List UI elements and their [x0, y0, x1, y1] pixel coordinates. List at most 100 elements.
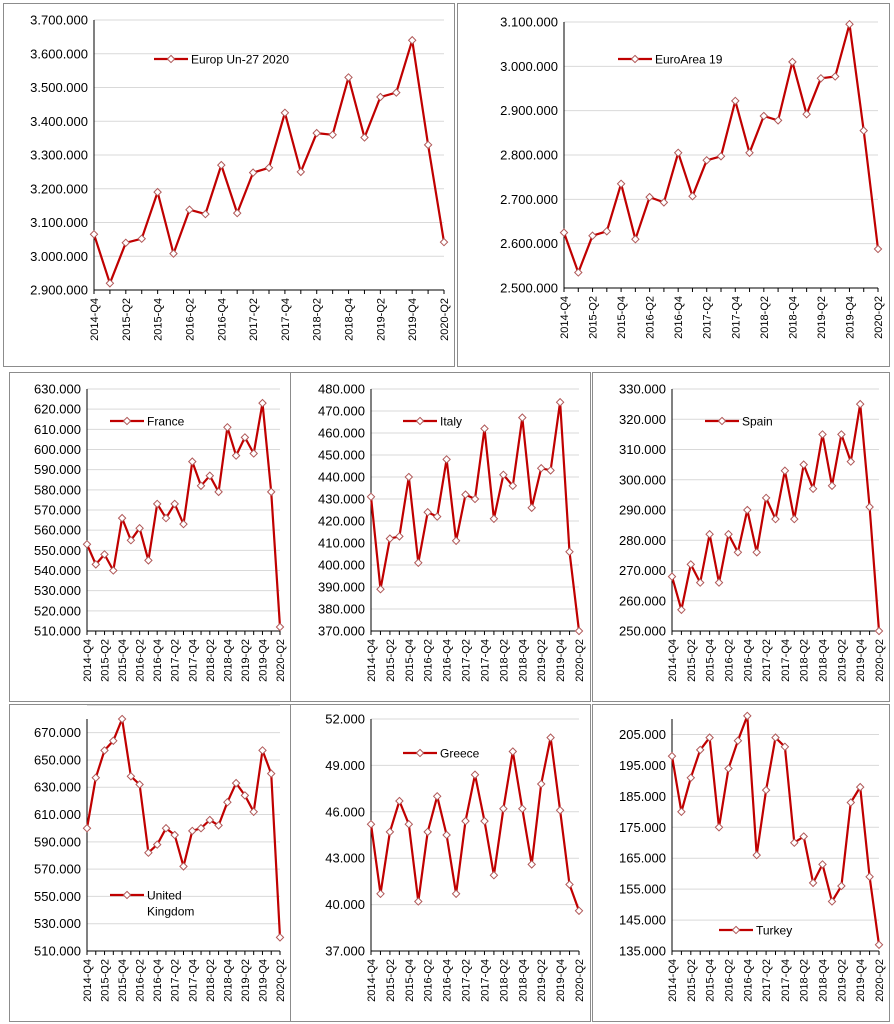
data-point [161, 823, 171, 833]
data-point [275, 933, 285, 942]
y-tick-label: 3.000.000 [500, 59, 558, 74]
x-tick-label: 2019-Q4 [855, 639, 867, 682]
data-point [187, 826, 197, 836]
data-point [432, 791, 442, 801]
data-point [573, 268, 583, 277]
data-point [266, 487, 276, 497]
x-tick-label: 2016-Q4 [152, 639, 164, 682]
y-tick-label: 530.000 [34, 583, 81, 598]
x-tick-label: 2015-Q2 [100, 639, 112, 682]
x-tick-label: 2018-Q2 [498, 959, 510, 1002]
x-tick-label: 2019-Q4 [855, 959, 867, 1002]
data-point [328, 130, 337, 139]
x-tick-label: 2016-Q2 [423, 639, 435, 682]
x-tick-label: 2020-Q2 [275, 959, 287, 1002]
y-tick-label: 3.300.000 [30, 148, 88, 163]
data-point [170, 499, 180, 509]
y-tick-label: 3.600.000 [30, 46, 88, 61]
y-tick-label: 560.000 [34, 523, 81, 538]
x-tick-label: 2016-Q4 [442, 639, 454, 682]
y-tick-label: 2.500.000 [500, 281, 558, 296]
data-point [439, 237, 449, 247]
data-point [659, 198, 669, 207]
data-point [240, 791, 250, 800]
data-point [232, 208, 242, 218]
data-point [517, 413, 527, 422]
series-line-eu27 [92, 39, 446, 285]
data-point [667, 751, 677, 761]
data-point [771, 733, 780, 742]
y-tick-label: 550.000 [34, 889, 81, 904]
data-point [223, 797, 232, 807]
data-point [705, 529, 714, 539]
data-point [759, 111, 769, 121]
y-tick-label: 480.000 [318, 382, 365, 397]
x-tick-label: 2016-Q2 [184, 298, 196, 341]
data-point [745, 148, 754, 158]
y-tick-label: 570.000 [34, 862, 81, 877]
series-line-france [85, 402, 282, 628]
legend-label: Kingdom [147, 905, 194, 919]
y-tick-label: 590.000 [34, 462, 81, 477]
data-point [366, 492, 376, 502]
x-tick-label: 2020-Q2 [574, 959, 586, 1002]
data-point [376, 889, 385, 899]
x-tick-label: 2019-Q4 [555, 639, 567, 682]
data-point [827, 897, 837, 906]
data-point [546, 466, 555, 475]
y-tick-label: 390.000 [318, 580, 365, 595]
y-tick-label: 550.000 [34, 543, 81, 558]
data-point [761, 785, 771, 795]
data-point [179, 862, 188, 871]
data-point [152, 499, 162, 509]
data-point [126, 535, 136, 545]
data-point [135, 780, 144, 789]
x-tick-label: 2018-Q4 [787, 296, 799, 339]
y-tick-label: 195.000 [619, 758, 666, 773]
chart-svg-eu27: 2.900.000 3.000.000 3.100.000 3.200.000 3.30… [30, 13, 451, 341]
chart-panel-turkey: 135.000 145.000 155.000 165.000 175.000 185.0… [592, 704, 890, 1022]
y-tick-label: 620.000 [34, 402, 81, 417]
y-tick-label: 250.000 [619, 624, 666, 639]
data-point [376, 584, 385, 594]
data-point [407, 35, 417, 45]
y-tick-label: 380.000 [318, 602, 365, 617]
legend-marker [122, 416, 132, 426]
y-tick-label: 320.000 [619, 412, 666, 427]
x-tick-label: 2018-Q4 [222, 639, 234, 682]
x-tick-label: 2015-Q2 [686, 639, 698, 682]
x-tick-label: 2020-Q2 [574, 639, 586, 682]
data-point [702, 155, 712, 165]
legend-label: United [147, 889, 182, 903]
legend-label: Spain [742, 415, 773, 429]
data-point [788, 57, 797, 67]
data-point [137, 234, 147, 244]
data-point [677, 605, 686, 615]
y-tick-label: 40.000 [325, 897, 365, 912]
data-point [565, 880, 574, 889]
data-point [152, 840, 162, 849]
data-point [574, 906, 584, 916]
data-point [121, 238, 131, 247]
data-point [724, 764, 733, 773]
data-point [686, 773, 696, 783]
data-point [546, 733, 555, 742]
data-point [144, 556, 153, 565]
data-point [716, 151, 726, 161]
legend-marker [630, 54, 640, 64]
x-tick-label: 2018-Q4 [517, 959, 529, 1002]
y-tick-label: 260.000 [619, 593, 666, 608]
data-point [855, 399, 865, 409]
data-point [742, 505, 752, 515]
data-point [536, 779, 546, 789]
y-tick-label: 3.200.000 [30, 181, 88, 196]
y-tick-label: 43.000 [325, 851, 365, 866]
y-tick-label: 460.000 [318, 426, 365, 441]
y-tick-label: 3.400.000 [30, 114, 88, 129]
x-tick-label: 2018-Q2 [312, 298, 324, 341]
x-tick-label: 2017-Q2 [461, 639, 473, 682]
chart-panel-united-kingdom: 510.000 530.000 550.000 570.000 590.000 610.0… [9, 704, 291, 1022]
data-point [742, 711, 752, 721]
y-tick-label: 290.000 [619, 503, 666, 518]
data-point [179, 519, 188, 529]
